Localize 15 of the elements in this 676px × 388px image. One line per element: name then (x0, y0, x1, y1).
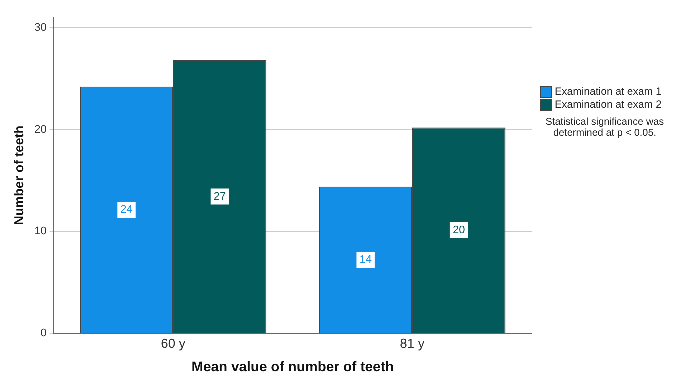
text: Statistical significance was determined at p < 0.05. (544, 117, 666, 139)
legend-label: Examination at exam 2 (555, 99, 662, 111)
legend-label: Examination at exam 1 (555, 86, 662, 98)
y-tick-label: 0 (40, 328, 47, 340)
y-tick-label: 10 (34, 226, 47, 238)
x-tick-label: 60 y (161, 336, 186, 351)
y-axis-title: Number of teeth (11, 126, 26, 226)
data-label: 20 (452, 224, 466, 236)
x-axis-title: Mean value of number of teeth (192, 358, 394, 374)
x-tick-label: 81 y (400, 336, 426, 351)
y-tick-label: 20 (34, 124, 47, 136)
data-label: 27 (214, 190, 226, 203)
y-tick-label: 30 (34, 22, 47, 34)
data-label: 14 (360, 254, 372, 266)
data-label: 24 (120, 204, 133, 216)
